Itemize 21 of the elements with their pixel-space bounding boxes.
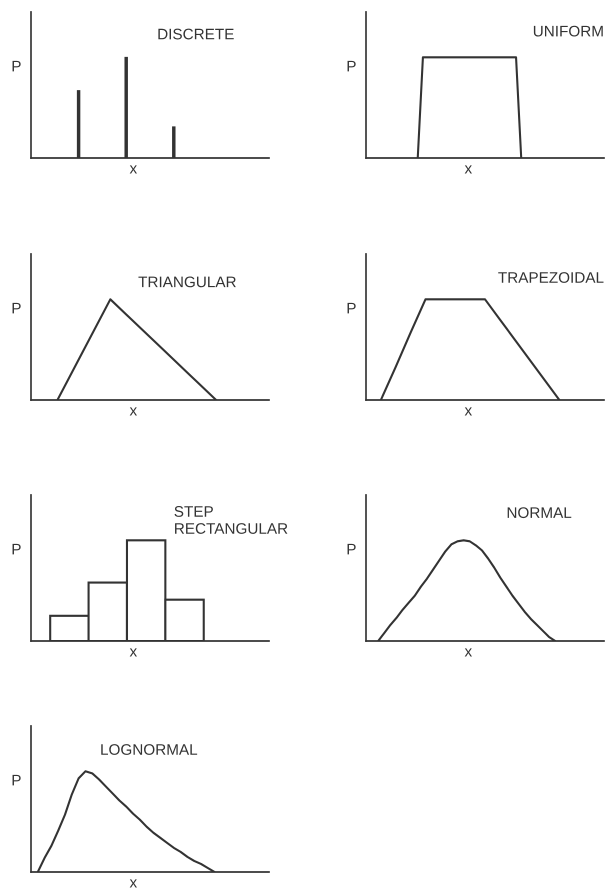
x-axis-title: x (464, 407, 472, 416)
y-axis-title: P (348, 302, 356, 314)
y-axis-title: P (348, 544, 356, 554)
chart-title: LOGNORMAL (101, 744, 198, 755)
chart-title: TRIANGULAR (138, 276, 236, 288)
chart-title: DISCRETE (158, 28, 234, 40)
x-axis-title: x (130, 879, 137, 888)
y-axis-title: P (12, 60, 21, 72)
chart-title: UNIFORM (534, 26, 603, 37)
x-axis-title: x (130, 648, 137, 656)
x-axis-title: x (464, 165, 472, 174)
x-axis-title: x (464, 648, 472, 656)
y-axis-title: P (12, 302, 21, 314)
y-axis-title: P (12, 774, 21, 786)
chart-title: STEP RECTANGULAR (174, 506, 288, 534)
y-axis-title: P (12, 544, 21, 554)
y-axis-title: P (348, 60, 356, 72)
chart-title: TRAPEZOIDAL (498, 272, 604, 283)
x-axis-title: x (130, 407, 137, 416)
x-axis-title: x (130, 165, 137, 174)
chart-title: NORMAL (508, 507, 572, 518)
